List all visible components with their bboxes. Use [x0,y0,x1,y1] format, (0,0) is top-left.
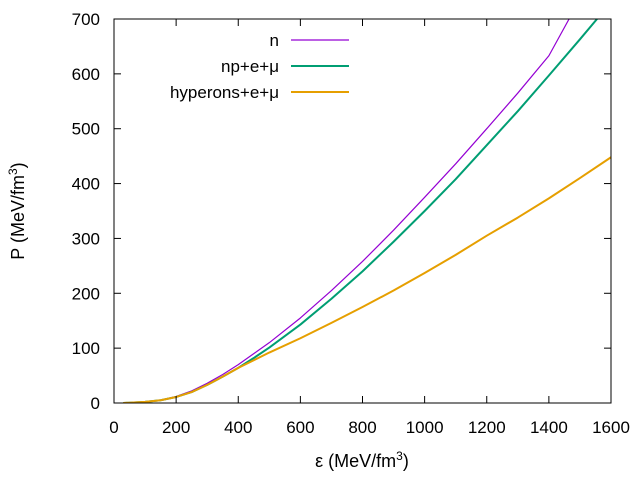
x-tick-label: 200 [162,418,190,437]
y-tick-label: 700 [72,10,100,29]
x-tick-label: 800 [348,418,376,437]
y-tick-label: 500 [72,120,100,139]
x-tick-label: 400 [224,418,252,437]
plot-frame [113,18,612,404]
legend-label-1: n [270,31,279,50]
y-tick-label: 600 [72,65,100,84]
series-line-2 [123,19,598,403]
x-axis-title-sup: 3 [396,449,403,463]
plot-lines [123,19,611,403]
y-tick-label: 100 [72,339,100,358]
y-tick-label: 400 [72,175,100,194]
legend-label-2: np+e+μ [221,57,279,76]
y-axis-title: P (MeV/fm3) [6,162,28,259]
x-tick-label: 1400 [530,418,568,437]
x-axis-title: ε (MeV/fm3) [315,449,409,471]
x-tick-label: 1200 [468,418,506,437]
x-tick-label: 1000 [406,418,444,437]
tick-labels: 0 200 400 600 800 1000 1200 1400 1600 0 100 200 300 4… [72,10,630,437]
axis-ticks [113,18,612,404]
legend: n np+e+μ hyperons+e+μ [170,31,349,102]
x-tick-label: 600 [286,418,314,437]
y-tick-label: 200 [72,284,100,303]
y-axis-title-sup: 3 [6,168,20,175]
y-tick-label: 300 [72,229,100,248]
legend-label-3: hyperons+e+μ [170,83,279,102]
x-tick-label: 0 [109,418,118,437]
series-line-3 [123,156,611,403]
x-tick-label: 1600 [592,418,630,437]
series-line-1 [123,19,570,403]
y-tick-label: 0 [91,394,100,413]
